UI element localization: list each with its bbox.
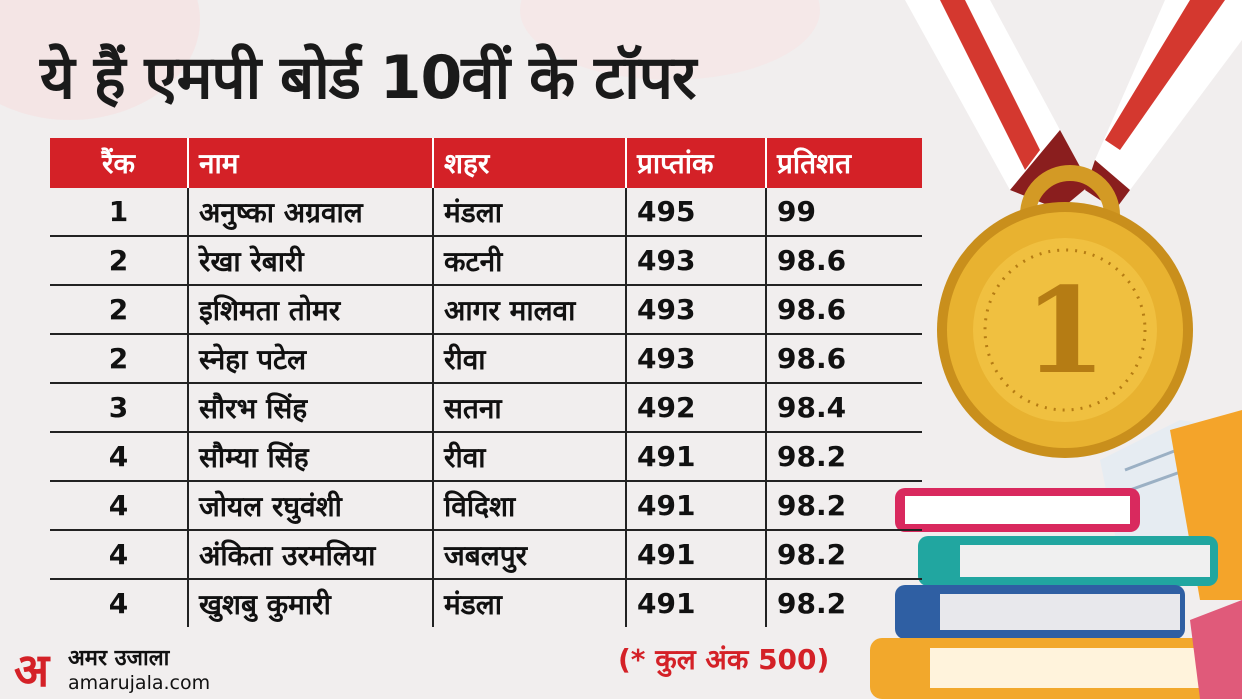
- city-cell: रीवा: [433, 334, 627, 384]
- rank-cell: 1: [50, 188, 189, 237]
- table-row: 2 रेखा रेबारी कटनी 493 98.6: [50, 236, 922, 286]
- city-cell: आगर मालवा: [433, 285, 627, 335]
- city-cell: विदिशा: [433, 481, 627, 531]
- city-cell: कटनी: [433, 236, 627, 286]
- ribbon: [905, 0, 1242, 210]
- name-cell: सौम्या सिंह: [188, 432, 434, 482]
- rank-cell: 4: [50, 579, 189, 627]
- name-cell: इशिमता तोमर: [188, 285, 434, 335]
- city-cell: जबलपुर: [433, 530, 627, 580]
- name-cell: जोयल रघुवंशी: [188, 481, 434, 531]
- header-marks: प्राप्तांक: [626, 138, 767, 188]
- percentage-cell: 98.2: [766, 481, 922, 531]
- percentage-cell: 98.2: [766, 432, 922, 482]
- table-row: 4 अंकिता उरमलिया जबलपुर 491 98.2: [50, 530, 922, 580]
- rank-cell: 2: [50, 285, 189, 335]
- marks-cell: 491: [626, 530, 767, 580]
- table-header-row: रैंक नाम शहर प्राप्तांक प्रतिशत: [50, 138, 922, 188]
- rank-cell: 2: [50, 236, 189, 286]
- percentage-cell: 99: [766, 188, 922, 237]
- marks-cell: 491: [626, 481, 767, 531]
- city-cell: रीवा: [433, 432, 627, 482]
- logo-website: amarujala.com: [68, 672, 211, 694]
- marks-cell: 493: [626, 236, 767, 286]
- rank-cell: 4: [50, 432, 189, 482]
- city-cell: मंडला: [433, 579, 627, 627]
- logo-mark: अ: [14, 643, 50, 697]
- table-row: 4 खुशबु कुमारी मंडला 491 98.2: [50, 579, 922, 627]
- rank-cell: 2: [50, 334, 189, 384]
- bookmark: [1190, 600, 1242, 699]
- header-name: नाम: [188, 138, 434, 188]
- percentage-cell: 98.6: [766, 334, 922, 384]
- table-row: 3 सौरभ सिंह सतना 492 98.4: [50, 383, 922, 433]
- city-cell: सतना: [433, 383, 627, 433]
- medal-number: 1: [1024, 261, 1106, 400]
- table-row: 2 स्नेहा पटेल रीवा 493 98.6: [50, 334, 922, 384]
- header-percentage: प्रतिशत: [766, 138, 922, 188]
- gold-medal: [937, 202, 1193, 458]
- amar-ujala-logo: अ अमर उजाला amarujala.com: [14, 645, 274, 695]
- marks-cell: 491: [626, 432, 767, 482]
- marks-cell: 491: [626, 579, 767, 627]
- name-cell: खुशबु कुमारी: [188, 579, 434, 627]
- marks-cell: 493: [626, 334, 767, 384]
- page-title: ये हैं एमपी बोर्ड 10वीं के टॉपर: [40, 43, 696, 113]
- percentage-cell: 98.2: [766, 530, 922, 580]
- marks-cell: 493: [626, 285, 767, 335]
- rank-cell: 3: [50, 383, 189, 433]
- name-cell: अनुष्का अग्रवाल: [188, 188, 434, 237]
- name-cell: सौरभ सिंह: [188, 383, 434, 433]
- header-city: शहर: [433, 138, 627, 188]
- name-cell: रेखा रेबारी: [188, 236, 434, 286]
- table-row: 1 अनुष्का अग्रवाल मंडला 495 99: [50, 188, 922, 237]
- table-row: 4 सौम्या सिंह रीवा 491 98.2: [50, 432, 922, 482]
- city-cell: मंडला: [433, 188, 627, 237]
- books-stack: [870, 488, 1242, 699]
- rank-cell: 4: [50, 530, 189, 580]
- logo-brand-name: अमर उजाला: [68, 646, 170, 672]
- name-cell: स्नेहा पटेल: [188, 334, 434, 384]
- toppers-table: रैंक नाम शहर प्राप्तांक प्रतिशत 1 अनुष्का…: [50, 138, 922, 627]
- header-rank: रैंक: [50, 138, 189, 188]
- percentage-cell: 98.6: [766, 236, 922, 286]
- rank-cell: 4: [50, 481, 189, 531]
- table-row: 4 जोयल रघुवंशी विदिशा 491 98.2: [50, 481, 922, 531]
- marks-cell: 492: [626, 383, 767, 433]
- percentage-cell: 98.6: [766, 285, 922, 335]
- name-cell: अंकिता उरमलिया: [188, 530, 434, 580]
- percentage-cell: 98.4: [766, 383, 922, 433]
- marks-cell: 495: [626, 188, 767, 237]
- total-marks-note: (* कुल अंक 500): [618, 643, 830, 676]
- table-row: 2 इशिमता तोमर आगर मालवा 493 98.6: [50, 285, 922, 335]
- percentage-cell: 98.2: [777, 587, 847, 620]
